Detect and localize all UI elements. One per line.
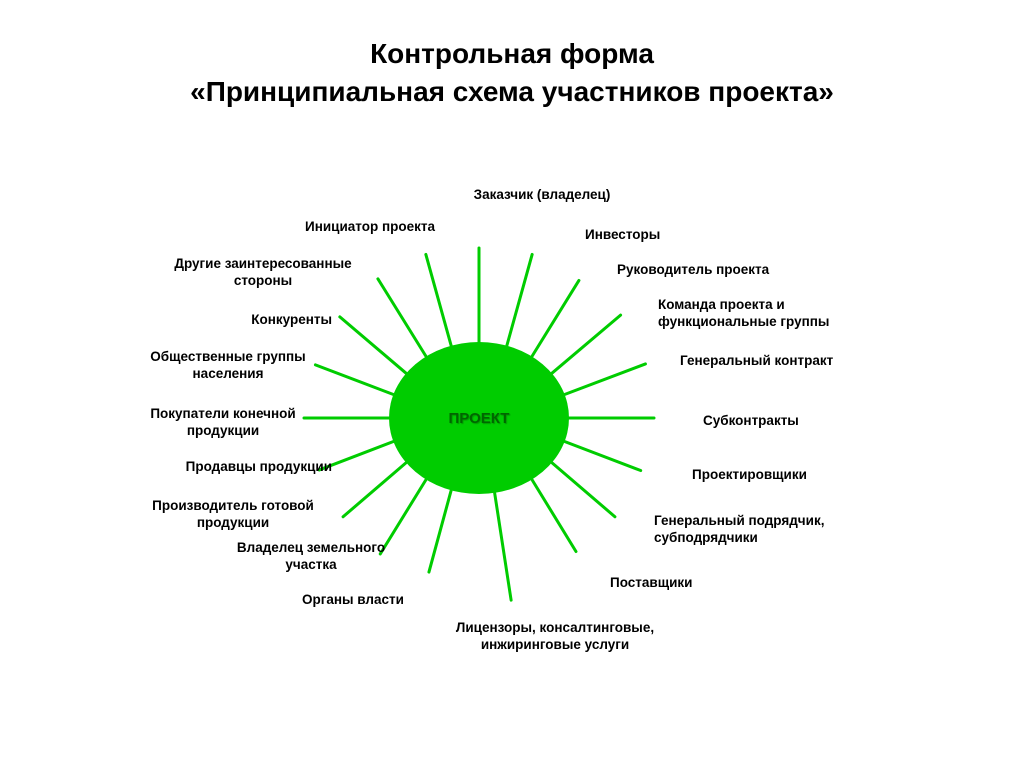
- ray-label: Руководитель проекта: [617, 262, 857, 279]
- ray-line: [495, 493, 511, 600]
- ray-label: Производитель готовой продукции: [128, 498, 338, 532]
- ray-label: Генеральный подрядчик, субподрядчики: [654, 513, 904, 547]
- ray-line: [532, 479, 576, 551]
- ray-line: [343, 463, 406, 517]
- ray-label: Продавцы продукции: [142, 459, 332, 476]
- ray-label: Инициатор проекта: [280, 219, 460, 236]
- ray-label: Заказчик (владелец): [442, 187, 642, 204]
- ray-label: Инвесторы: [585, 227, 785, 244]
- ray-line: [565, 364, 646, 395]
- ray-label: Команда проекта и функциональные группы: [658, 297, 908, 331]
- ray-label: Поставщики: [610, 575, 810, 592]
- ray-label: Конкуренты: [212, 312, 332, 329]
- center-label: ПРОЕКТ: [449, 410, 510, 427]
- ray-label: Органы власти: [302, 592, 502, 609]
- ray-label: Субконтракты: [703, 413, 903, 430]
- ray-label: Общественные группы населения: [128, 349, 328, 383]
- ray-line: [552, 463, 615, 517]
- ray-label: Покупатели конечной продукции: [128, 406, 318, 440]
- ray-line: [507, 254, 532, 345]
- ray-label: Владелец земельного участка: [211, 540, 411, 574]
- ray-label: Проектировщики: [692, 467, 892, 484]
- ray-line: [429, 490, 451, 572]
- ray-line: [565, 441, 641, 470]
- ray-line: [340, 317, 406, 373]
- ray-label: Другие заинтересованные стороны: [148, 256, 378, 290]
- diagram-container: ПРОЕКТ Заказчик (владелец) Инвесторы Руков…: [0, 0, 1024, 767]
- center-node: ПРОЕКТ: [389, 342, 569, 494]
- ray-label: Генеральный контракт: [680, 353, 920, 370]
- ray-label: Лицензоры, консалтинговые, инжиринговые …: [425, 620, 685, 654]
- ray-line: [378, 279, 426, 357]
- ray-line: [426, 254, 451, 345]
- ray-line: [532, 280, 579, 356]
- ray-line: [552, 315, 621, 373]
